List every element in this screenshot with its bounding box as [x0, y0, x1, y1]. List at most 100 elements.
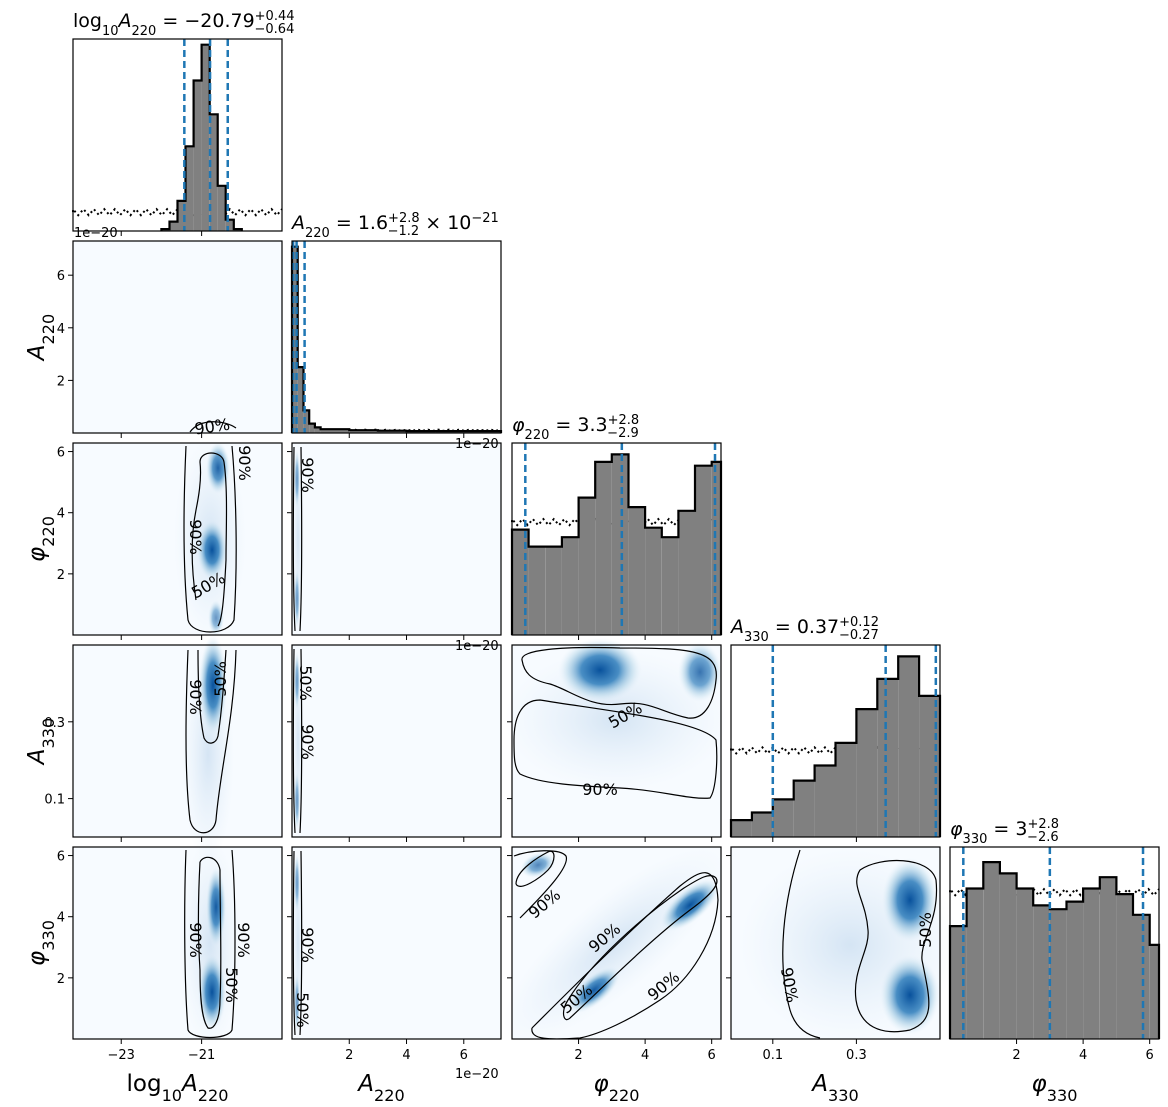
- x-tick-label: 0.1: [762, 1048, 783, 1063]
- contour-90-2-0: [183, 445, 237, 633]
- panel-frame-0-0: [72, 38, 283, 232]
- density-haze: [504, 650, 728, 790]
- y-axis-label-4: φ330: [24, 920, 58, 966]
- density-background-4-0: [73, 847, 282, 1039]
- density-peak: [197, 520, 228, 580]
- x-tick-label: −21: [188, 1048, 215, 1063]
- contour-label-50: 50%: [211, 661, 230, 697]
- density-peak: [294, 651, 300, 711]
- contour-50-4-2: [562, 875, 718, 1021]
- x-offset-label: 1e−20: [455, 1067, 499, 1082]
- y-tick-label: 0.1: [44, 793, 65, 808]
- histogram-bar: [611, 454, 629, 635]
- histogram-bar: [983, 862, 1000, 1039]
- x-axis-label-1: A220: [356, 1071, 404, 1105]
- density-fills: [73, 241, 960, 1048]
- histogram-bar: [661, 537, 679, 635]
- histogram-bar: [1099, 877, 1117, 1039]
- y-offset-label: 1e−20: [74, 226, 118, 241]
- x-tick-label: 2: [1012, 1048, 1020, 1063]
- contour-label-90: 90%: [186, 519, 205, 555]
- histogram-bar: [711, 461, 721, 635]
- contour-90-2-1: [292, 446, 296, 632]
- histogram-bar: [177, 200, 186, 231]
- panel-frame-2-2: [511, 442, 722, 636]
- density-peak: [294, 853, 300, 913]
- density-peak: [206, 867, 227, 947]
- panel-frame-3-0: [72, 644, 283, 838]
- density-peak: [294, 449, 300, 509]
- histogram-bar: [1083, 888, 1100, 1039]
- posterior-histogram-4: [948, 861, 1161, 1039]
- histogram-bar: [578, 497, 596, 635]
- x-offset-label: 1e−20: [455, 639, 499, 654]
- density-peak: [880, 955, 940, 1035]
- panel-title-0: log10A220 = −20.79+0.44 −0.64: [73, 9, 295, 39]
- contour-label-90: 90%: [186, 679, 205, 715]
- histogram-bar: [528, 546, 546, 635]
- histogram-bar: [309, 423, 315, 433]
- contour-50-4-1: [299, 850, 303, 1036]
- histogram-bar: [856, 709, 878, 837]
- contour-label-90: 90%: [235, 445, 254, 481]
- posterior-histogram-3: [729, 655, 942, 837]
- x-axis-label-2: φ220: [594, 1071, 640, 1105]
- histogram-bar: [628, 507, 646, 635]
- histogram-bar: [201, 44, 210, 232]
- panel-frame-3-1: [291, 644, 502, 838]
- histogram-bar: [678, 510, 695, 635]
- x-axis-label-3: A330: [810, 1071, 858, 1105]
- x-tick-label: 4: [641, 1048, 649, 1063]
- histogram-bar: [217, 185, 226, 231]
- histogram-bar: [793, 780, 815, 837]
- y-axis-label-3: A330: [24, 718, 58, 766]
- contour-50-3-2: [521, 646, 717, 719]
- panel-frame-4-4: [949, 846, 1160, 1040]
- density-peak: [660, 878, 720, 932]
- histogram-bar: [999, 873, 1017, 1039]
- contour-90-4-1: [292, 850, 296, 1036]
- y-tick-label: 2: [57, 972, 65, 987]
- histogram-bar: [545, 546, 562, 635]
- histogram-bar: [292, 246, 298, 433]
- histogram-bar: [320, 429, 350, 433]
- x-tick-label: −23: [108, 1048, 135, 1063]
- histogram-bar: [169, 221, 178, 231]
- panel-frames: [68, 38, 1160, 1044]
- y-axis-label-2: φ220: [24, 516, 58, 562]
- contour-90-4-3: [782, 849, 821, 1039]
- density-peak: [198, 954, 227, 1030]
- histogram-bar: [731, 820, 752, 837]
- histogram-bar: [1133, 914, 1150, 1039]
- x-offset-label: 1e−20: [455, 437, 499, 452]
- y-tick-label: 0.3: [44, 716, 65, 731]
- contour-50-2-1: [299, 446, 303, 632]
- panel-title-4: φ330 = 3+2.8 −2.6: [950, 817, 1059, 847]
- density-peak: [294, 771, 300, 831]
- panel-frame-3-2: [511, 644, 722, 838]
- posterior-histogram-1: [290, 245, 503, 433]
- histogram-bar: [898, 656, 920, 837]
- histogram-bar: [561, 537, 579, 635]
- density-peak: [882, 858, 938, 942]
- contour-90-4-2: [531, 872, 719, 1040]
- panel-title-3: A330 = 0.37+0.12 −0.27: [729, 615, 879, 645]
- panel-frame-3-3: [730, 644, 941, 838]
- y-tick-label: 6: [57, 850, 65, 865]
- density-peak: [199, 635, 228, 735]
- density-peak: [678, 642, 722, 702]
- density-background-2-1: [292, 443, 501, 635]
- y-tick-label: 4: [57, 911, 65, 926]
- density-peak: [208, 600, 225, 636]
- histogram-bar: [950, 926, 967, 1039]
- contour-50-4-3: [854, 859, 938, 1033]
- histogram-bar: [966, 888, 984, 1039]
- x-tick-label: 0.3: [846, 1048, 867, 1063]
- y-tick-label: 6: [57, 269, 65, 284]
- x-axis-label-4: φ330: [1032, 1071, 1078, 1105]
- contour-label-90: 90%: [582, 780, 618, 799]
- density-peak: [294, 973, 300, 1033]
- panel-frame-4-3: [730, 846, 941, 1040]
- contour-label-90: 90%: [186, 922, 205, 958]
